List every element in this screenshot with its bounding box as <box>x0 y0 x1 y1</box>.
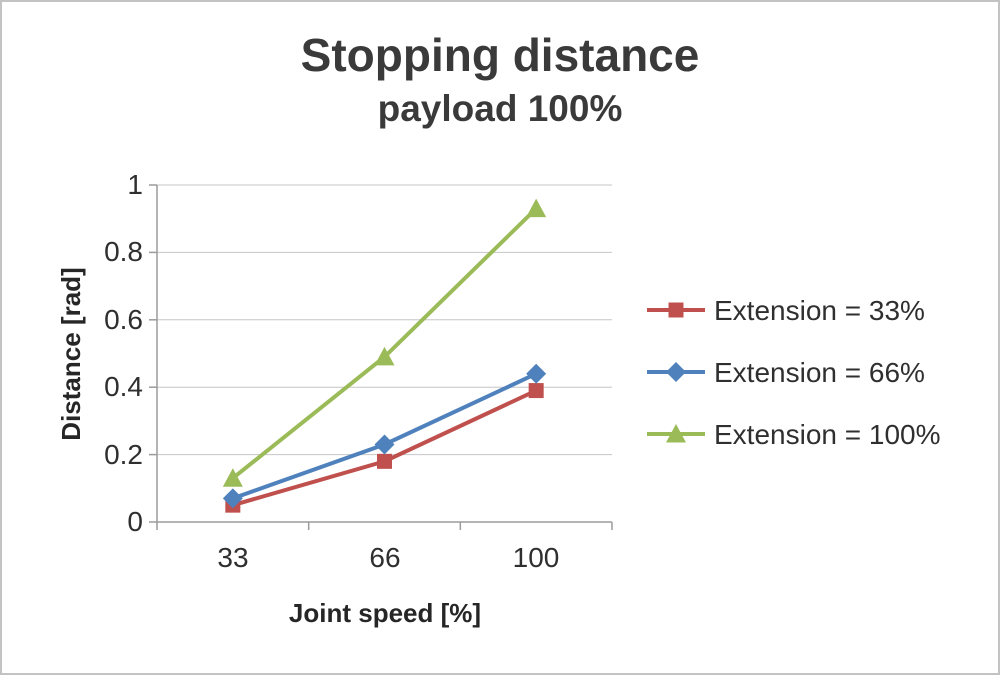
series-marker <box>528 383 544 399</box>
x-tick-label: 66 <box>369 542 400 573</box>
y-tick-label: 0 <box>127 506 143 537</box>
series-marker <box>222 468 243 487</box>
series-marker <box>377 453 392 469</box>
legend-label: Extension = 33% <box>714 295 925 326</box>
series-marker <box>526 363 547 384</box>
x-tick-label: 33 <box>217 542 248 573</box>
series-marker <box>374 346 395 366</box>
legend-marker <box>668 302 684 318</box>
y-axis-title: Distance [rad] <box>56 267 86 440</box>
x-tick-label: 100 <box>513 542 560 573</box>
x-axis-title: Joint speed [%] <box>289 598 481 628</box>
series-marker <box>526 198 547 218</box>
chart-subtitle: payload 100% <box>377 88 623 129</box>
y-tick-label: 0.4 <box>104 371 143 402</box>
y-tick-label: 0.6 <box>104 304 143 335</box>
legend-marker <box>666 424 686 443</box>
series-marker <box>374 434 395 455</box>
series-marker <box>222 488 243 509</box>
y-tick-label: 0.2 <box>104 439 143 470</box>
legend-marker <box>666 362 686 382</box>
y-tick-label: 0.8 <box>104 236 143 267</box>
y-tick-label: 1 <box>127 169 143 200</box>
legend-label: Extension = 100% <box>714 419 941 450</box>
chart-title: Stopping distance <box>300 29 700 81</box>
chart-layer <box>149 184 705 530</box>
legend-label: Extension = 66% <box>714 357 925 388</box>
